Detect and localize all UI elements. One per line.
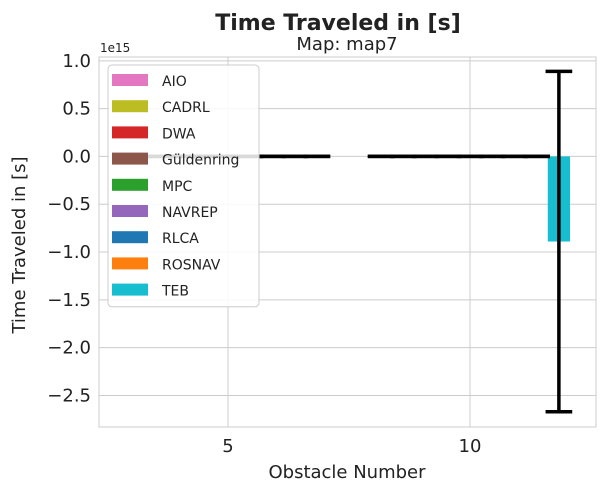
legend-entry: MPC: [162, 179, 193, 195]
legend-swatch: [112, 178, 148, 191]
x-tick-labels: 5 10: [222, 436, 481, 457]
x-tick-label: 10: [459, 436, 482, 457]
y-tick-label: 1.0: [62, 51, 91, 72]
legend-swatch: [112, 100, 148, 113]
y-axis-label: Time Traveled in [s]: [9, 156, 30, 334]
chart-title: Map: map7: [296, 34, 397, 55]
legend: AIO CADRL DWA Güldenring MPC NAVREP RLCA ROSNAV…: [107, 64, 260, 308]
legend-box: [107, 64, 260, 308]
legend-swatch: [112, 74, 148, 86]
y-tick-label: −2.0: [47, 338, 91, 359]
legend-entry: TEB: [161, 284, 189, 300]
y-tick-label: −0.5: [47, 194, 91, 215]
legend-entry: ROSNAV: [162, 257, 221, 273]
y-tick-label: 0.5: [62, 99, 91, 120]
legend-entry: RLCA: [162, 231, 199, 247]
legend-entry: Güldenring: [162, 153, 239, 169]
legend-swatch: [112, 205, 148, 217]
y-tick-label: −1.5: [47, 290, 91, 311]
x-tick-label: 5: [222, 436, 233, 457]
legend-entry: NAVREP: [162, 205, 218, 221]
y-tick-label: 0.0: [62, 146, 91, 167]
y-axis-offset-label: 1e15: [100, 41, 130, 55]
legend-swatch: [112, 126, 148, 139]
y-tick-labels: 1.0 0.5 0.0 −0.5 −1.0 −1.5 −2.0 −2.5: [47, 51, 91, 407]
legend-swatch: [112, 257, 148, 270]
y-tick-label: −2.5: [47, 385, 91, 406]
x-axis-label: Obstacle Number: [268, 462, 426, 483]
legend-swatch: [112, 152, 148, 165]
legend-entry: CADRL: [162, 100, 210, 116]
legend-swatch: [112, 231, 148, 244]
chart-suptitle: Time Traveled in [s]: [215, 11, 461, 36]
y-tick-label: −1.0: [47, 242, 91, 263]
plot-area-frame: [98, 56, 597, 428]
legend-entry: AIO: [162, 74, 187, 90]
legend-entry: DWA: [162, 126, 196, 142]
legend-swatch: [112, 283, 148, 296]
